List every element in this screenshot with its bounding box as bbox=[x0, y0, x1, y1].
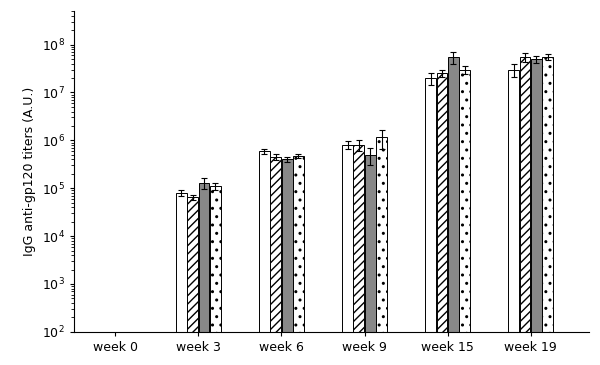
Bar bbox=[187, 197, 198, 365]
Bar bbox=[282, 160, 293, 365]
Bar bbox=[176, 193, 187, 365]
Bar bbox=[210, 186, 221, 365]
Bar bbox=[542, 57, 553, 365]
Bar bbox=[531, 59, 542, 365]
Bar bbox=[271, 157, 281, 365]
Bar bbox=[259, 151, 270, 365]
Bar bbox=[293, 155, 304, 365]
Bar bbox=[376, 138, 387, 365]
Bar bbox=[342, 145, 353, 365]
Bar bbox=[459, 70, 470, 365]
Bar bbox=[520, 57, 530, 365]
Bar bbox=[199, 183, 209, 365]
Bar bbox=[437, 73, 448, 365]
Bar bbox=[353, 145, 364, 365]
Bar bbox=[508, 70, 519, 365]
Bar bbox=[448, 57, 459, 365]
Y-axis label: IgG anti-gp120 titers (A.U.): IgG anti-gp120 titers (A.U.) bbox=[23, 87, 36, 256]
Bar bbox=[425, 78, 436, 365]
Bar bbox=[365, 155, 376, 365]
